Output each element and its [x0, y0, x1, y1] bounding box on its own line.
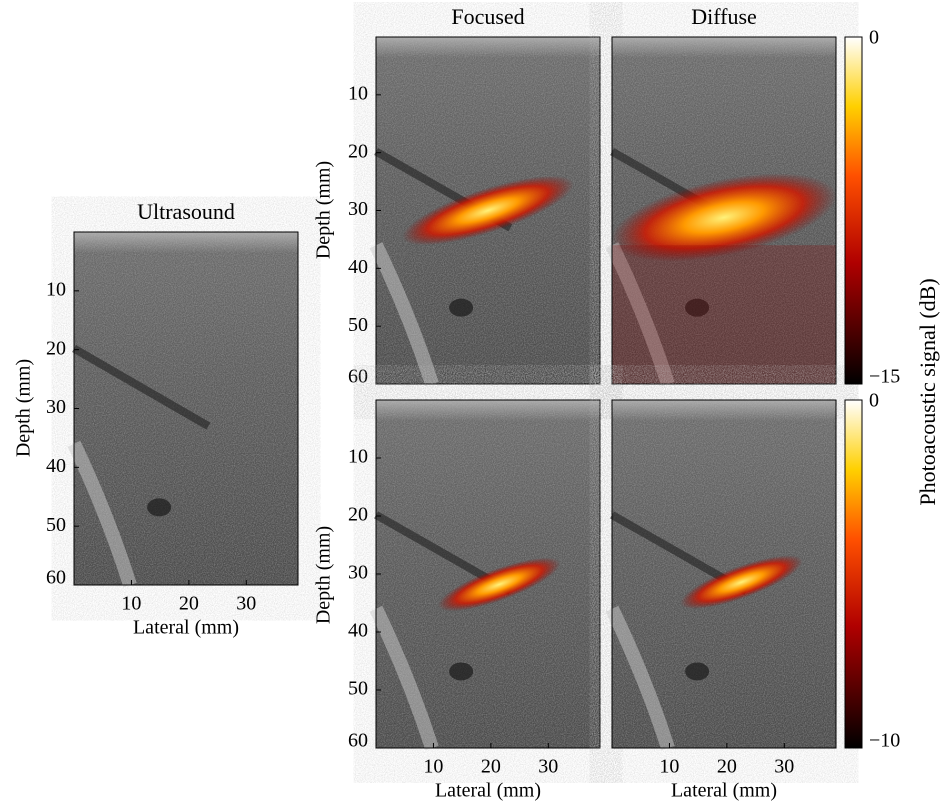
y-tick-label: 40 [348, 620, 368, 642]
x-tick-label: 20 [481, 756, 501, 778]
y-tick-label: 30 [46, 396, 66, 418]
panel-title: Diffuse [691, 4, 757, 29]
y-tick-label: 10 [46, 278, 66, 300]
bone-echo [605, 605, 675, 751]
bone-echo [605, 242, 675, 387]
colorbar [844, 36, 863, 385]
y-tick-label: 30 [348, 198, 368, 220]
pa-signal [402, 175, 574, 246]
y-axis-label: Depth (mm) [13, 359, 35, 457]
panel-frame [611, 36, 837, 385]
x-axis-label: Lateral (mm) [435, 780, 541, 802]
ultrasound-image [605, 399, 837, 751]
y-tick-label: 20 [348, 140, 368, 162]
x-tick-label: 10 [659, 756, 679, 778]
y-axis-label: Depth (mm) [313, 161, 335, 259]
ultrasound-image [369, 36, 601, 387]
panel-title: Ultrasound [137, 199, 235, 224]
y-tick-label: 20 [46, 337, 66, 359]
cyst [449, 298, 474, 317]
y-tick-label: 50 [348, 678, 368, 700]
y-tick-label: 40 [348, 256, 368, 278]
x-axis-label: Lateral (mm) [671, 780, 777, 802]
pa-signal [680, 555, 803, 609]
x-tick-label: 30 [538, 756, 558, 778]
y-tick-label: 30 [348, 562, 368, 584]
ultrasound-image [67, 231, 299, 588]
y-tick-label: 10 [348, 446, 368, 468]
cyst [685, 662, 710, 681]
colorbar-tick-label: −10 [869, 730, 900, 752]
pa-signal [611, 173, 837, 262]
cyst [449, 662, 474, 681]
y-tick-label: 40 [46, 455, 66, 477]
colorbar [844, 399, 863, 749]
x-tick-label: 30 [774, 756, 794, 778]
x-tick-label: 20 [179, 593, 199, 615]
vessel-wall [71, 345, 211, 430]
x-tick-label: 20 [717, 756, 737, 778]
cyst [147, 498, 172, 517]
colorbar-tick-label: 0 [869, 27, 879, 49]
panel-frame [611, 399, 837, 749]
bone-echo [369, 242, 439, 387]
bone-echo [369, 605, 439, 751]
x-tick-label: 10 [121, 593, 141, 615]
y-tick-label: 60 [46, 567, 66, 589]
y-tick-label: 60 [348, 366, 368, 388]
y-tick-label: 10 [348, 82, 368, 104]
colorbar-label: Photoacoustic signal (dB) [915, 278, 940, 505]
ultrasound-image [605, 36, 837, 387]
y-tick-label: 50 [46, 514, 66, 536]
pa-scatter [612, 245, 836, 384]
x-tick-label: 10 [423, 756, 443, 778]
y-tick-label: 50 [348, 314, 368, 336]
x-tick-label: 30 [236, 593, 256, 615]
colorbar-tick-label: −15 [869, 366, 900, 388]
cyst [685, 298, 710, 317]
panel-title: Focused [451, 4, 524, 29]
ultrasound-image [369, 399, 601, 751]
y-tick-label: 60 [348, 730, 368, 752]
y-axis-label: Depth (mm) [313, 526, 335, 624]
pa-signal [437, 557, 561, 612]
colorbar-tick-label: 0 [869, 390, 879, 412]
bone-echo [67, 440, 137, 588]
x-axis-label: Lateral (mm) [133, 617, 239, 639]
y-tick-label: 20 [348, 504, 368, 526]
